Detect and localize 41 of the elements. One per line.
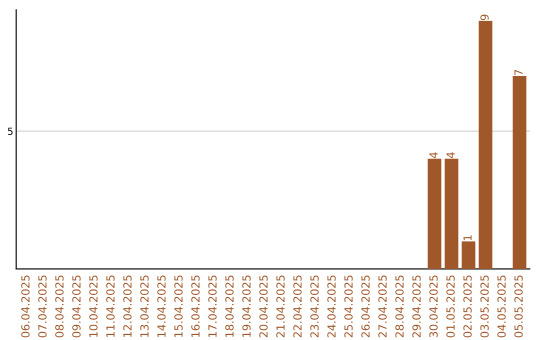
x-tick-label: 18.04.2025	[225, 275, 234, 337]
data-label: 4	[429, 152, 438, 158]
data-label: 1	[463, 235, 472, 240]
data-label: 4	[446, 152, 455, 158]
x-tick-label: 19.04.2025	[242, 275, 251, 337]
x-tick-label: 08.04.2025	[55, 275, 64, 338]
x-tick-label: 13.04.2025	[140, 275, 149, 337]
x-tick-label: 17.04.2025	[208, 275, 217, 337]
x-tick-label: 11.04.2025	[106, 275, 115, 337]
y-tick-label: 5	[8, 128, 13, 135]
x-tick-label: 26.04.2025	[361, 275, 370, 338]
x-tick-label: 14.04.2025	[157, 275, 166, 337]
x-tick-label: 21.04.2025	[276, 275, 285, 338]
data-label: 9	[480, 14, 489, 20]
bar	[478, 20, 492, 269]
bar	[462, 241, 476, 269]
x-tick-label: 20.04.2025	[259, 275, 268, 338]
x-tick-label: 29.04.2025	[412, 275, 421, 338]
data-label: 7	[514, 70, 523, 76]
x-tick-label: 15.04.2025	[174, 275, 183, 337]
x-tick-label: 06.04.2025	[21, 275, 30, 338]
x-tick-label: 02.05.2025	[463, 275, 472, 338]
x-tick-label: 16.04.2025	[191, 275, 200, 337]
x-tick-label: 22.04.2025	[293, 275, 302, 338]
x-tick-label: 01.05.2025	[446, 275, 455, 338]
x-tick-label: 27.04.2025	[378, 275, 387, 338]
x-tick-label: 28.04.2025	[395, 275, 404, 338]
x-tick-label: 23.04.2025	[310, 275, 319, 338]
bar	[512, 76, 526, 269]
x-tick-label: 04.05.2025	[497, 275, 506, 338]
x-tick-label: 24.04.2025	[327, 275, 336, 338]
x-tick-label: 05.05.2025	[514, 275, 523, 338]
x-tick-label: 30.04.2025	[429, 275, 438, 338]
x-tick-label: 09.04.2025	[72, 275, 81, 338]
bar	[428, 158, 442, 269]
x-tick-label: 25.04.2025	[344, 275, 353, 338]
x-tick-label: 07.04.2025	[38, 275, 47, 338]
x-tick-label: 03.05.2025	[480, 275, 489, 338]
x-tick-label: 12.04.2025	[123, 275, 132, 337]
x-tick-label: 10.04.2025	[89, 275, 98, 337]
bar	[444, 158, 458, 269]
